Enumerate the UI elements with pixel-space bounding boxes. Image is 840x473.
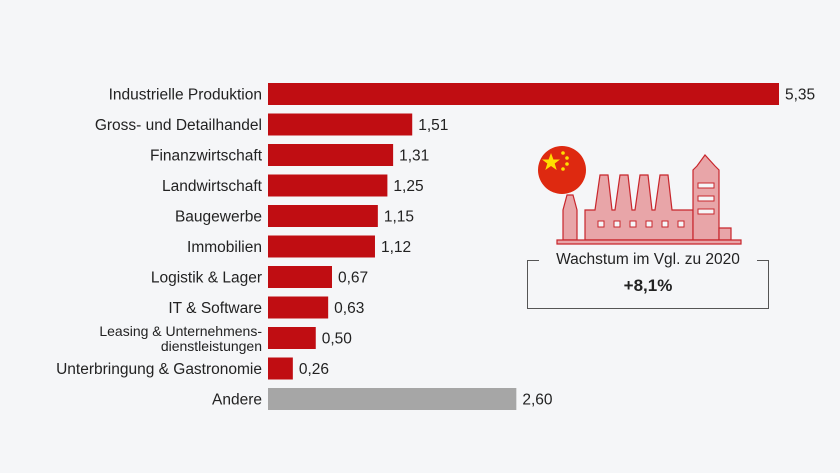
china-flag-icon (538, 146, 586, 194)
category-label: Andere (212, 392, 262, 409)
value-label: 1,25 (393, 178, 423, 195)
category-label: Finanzwirtschaft (150, 148, 263, 165)
category-label: Industrielle Produktion (109, 87, 262, 104)
value-label: 0,26 (299, 361, 329, 378)
category-label: Logistik & Lager (151, 270, 262, 287)
bar (268, 296, 329, 319)
value-label: 5,35 (785, 87, 815, 104)
bar (268, 83, 779, 105)
bar (268, 144, 394, 166)
factory-icon (556, 154, 742, 245)
value-label: 1,51 (418, 117, 448, 134)
growth-box: Wachstum im Vgl. zu 2020 +8,1% (527, 251, 769, 309)
value-label: 0,50 (322, 331, 353, 348)
category-label: Landwirtschaft (162, 178, 263, 195)
bar (268, 113, 413, 136)
value-label: 1,15 (384, 209, 414, 226)
category-label: Unterbringung & Gastronomie (56, 361, 262, 378)
category-label: dienstleistungen (161, 338, 262, 354)
value-label: 2,60 (522, 392, 553, 409)
growth-caption: Wachstum im Vgl. zu 2020 (550, 251, 746, 268)
value-label: 1,31 (399, 148, 429, 165)
category-label: Leasing & Unternehmens- (99, 323, 262, 339)
bar (268, 205, 378, 227)
growth-value: +8,1% (623, 276, 673, 295)
category-label: IT & Software (168, 300, 262, 317)
value-label: 0,63 (334, 300, 364, 317)
bar (268, 235, 375, 258)
category-label: Baugewerbe (175, 209, 262, 226)
bar (268, 357, 293, 380)
bar (268, 388, 517, 410)
category-label: Gross- und Detailhandel (95, 117, 262, 134)
bar (268, 327, 316, 349)
bar (268, 266, 332, 288)
value-label: 1,12 (381, 239, 411, 256)
category-label: Immobilien (187, 239, 262, 256)
value-label: 0,67 (338, 270, 368, 287)
bar (268, 174, 388, 197)
